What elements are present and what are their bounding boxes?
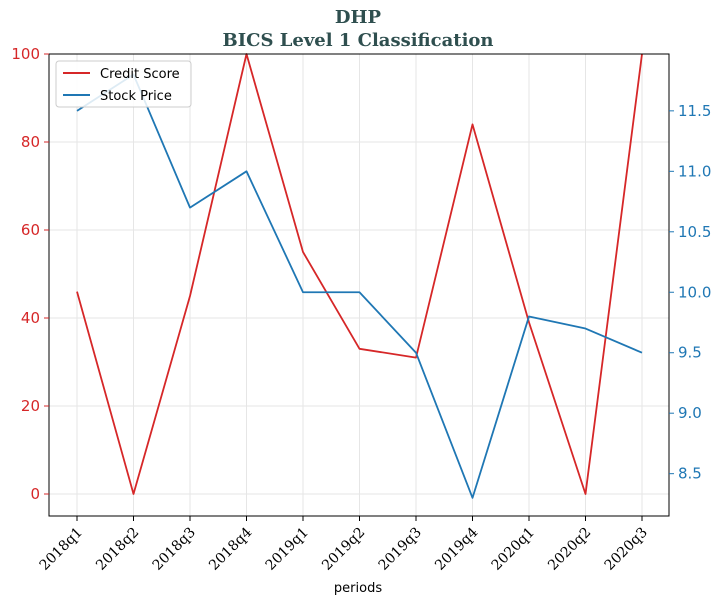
x-tick-label: 2019q1 — [263, 525, 312, 574]
y-right-tick-label: 9.5 — [678, 344, 702, 362]
x-tick-label: 2019q4 — [432, 524, 481, 573]
x-tick-label: 2020q3 — [602, 525, 651, 574]
x-tick-label: 2020q2 — [545, 525, 594, 574]
x-tick-label: 2018q2 — [93, 525, 142, 574]
legend: Credit Score Stock Price — [55, 60, 192, 108]
x-tick-label: 2019q3 — [376, 525, 425, 574]
chart-title: DHP — [335, 7, 382, 28]
x-tick-label: 2018q1 — [37, 525, 86, 574]
y-right-tick-label: 9.0 — [678, 404, 702, 422]
x-tick-label: 2020q1 — [489, 525, 538, 574]
x-tick-label: 2019q2 — [319, 525, 368, 574]
y-left-tick-label: 0 — [30, 485, 40, 503]
y-left-tick-label: 100 — [11, 45, 40, 63]
y-right-tick-label: 11.5 — [678, 102, 711, 120]
y-right-tick-label: 10.5 — [678, 223, 711, 241]
y-left-tick-label: 80 — [21, 133, 40, 151]
series-line-stock-price — [76, 73, 643, 499]
series-line-credit-score — [76, 53, 643, 495]
y-right-tick-label: 11.0 — [678, 162, 711, 180]
y-right-tick-label: 10.0 — [678, 283, 711, 301]
chart-subtitle: BICS Level 1 Classification — [222, 30, 493, 51]
y-left-tick-label: 20 — [21, 397, 40, 415]
series-layer — [76, 53, 643, 499]
legend-label: Stock Price — [100, 89, 172, 104]
y-left-tick-label: 60 — [21, 221, 40, 239]
x-tick-label: 2018q3 — [150, 525, 199, 574]
y-right-tick-label: 8.5 — [678, 465, 702, 483]
x-tick-label: 2018q4 — [206, 524, 255, 573]
x-axis-label: periods — [334, 581, 382, 596]
y-left-tick-label: 40 — [21, 309, 40, 327]
grid-lines — [49, 53, 669, 516]
legend-label: Credit Score — [100, 67, 180, 82]
